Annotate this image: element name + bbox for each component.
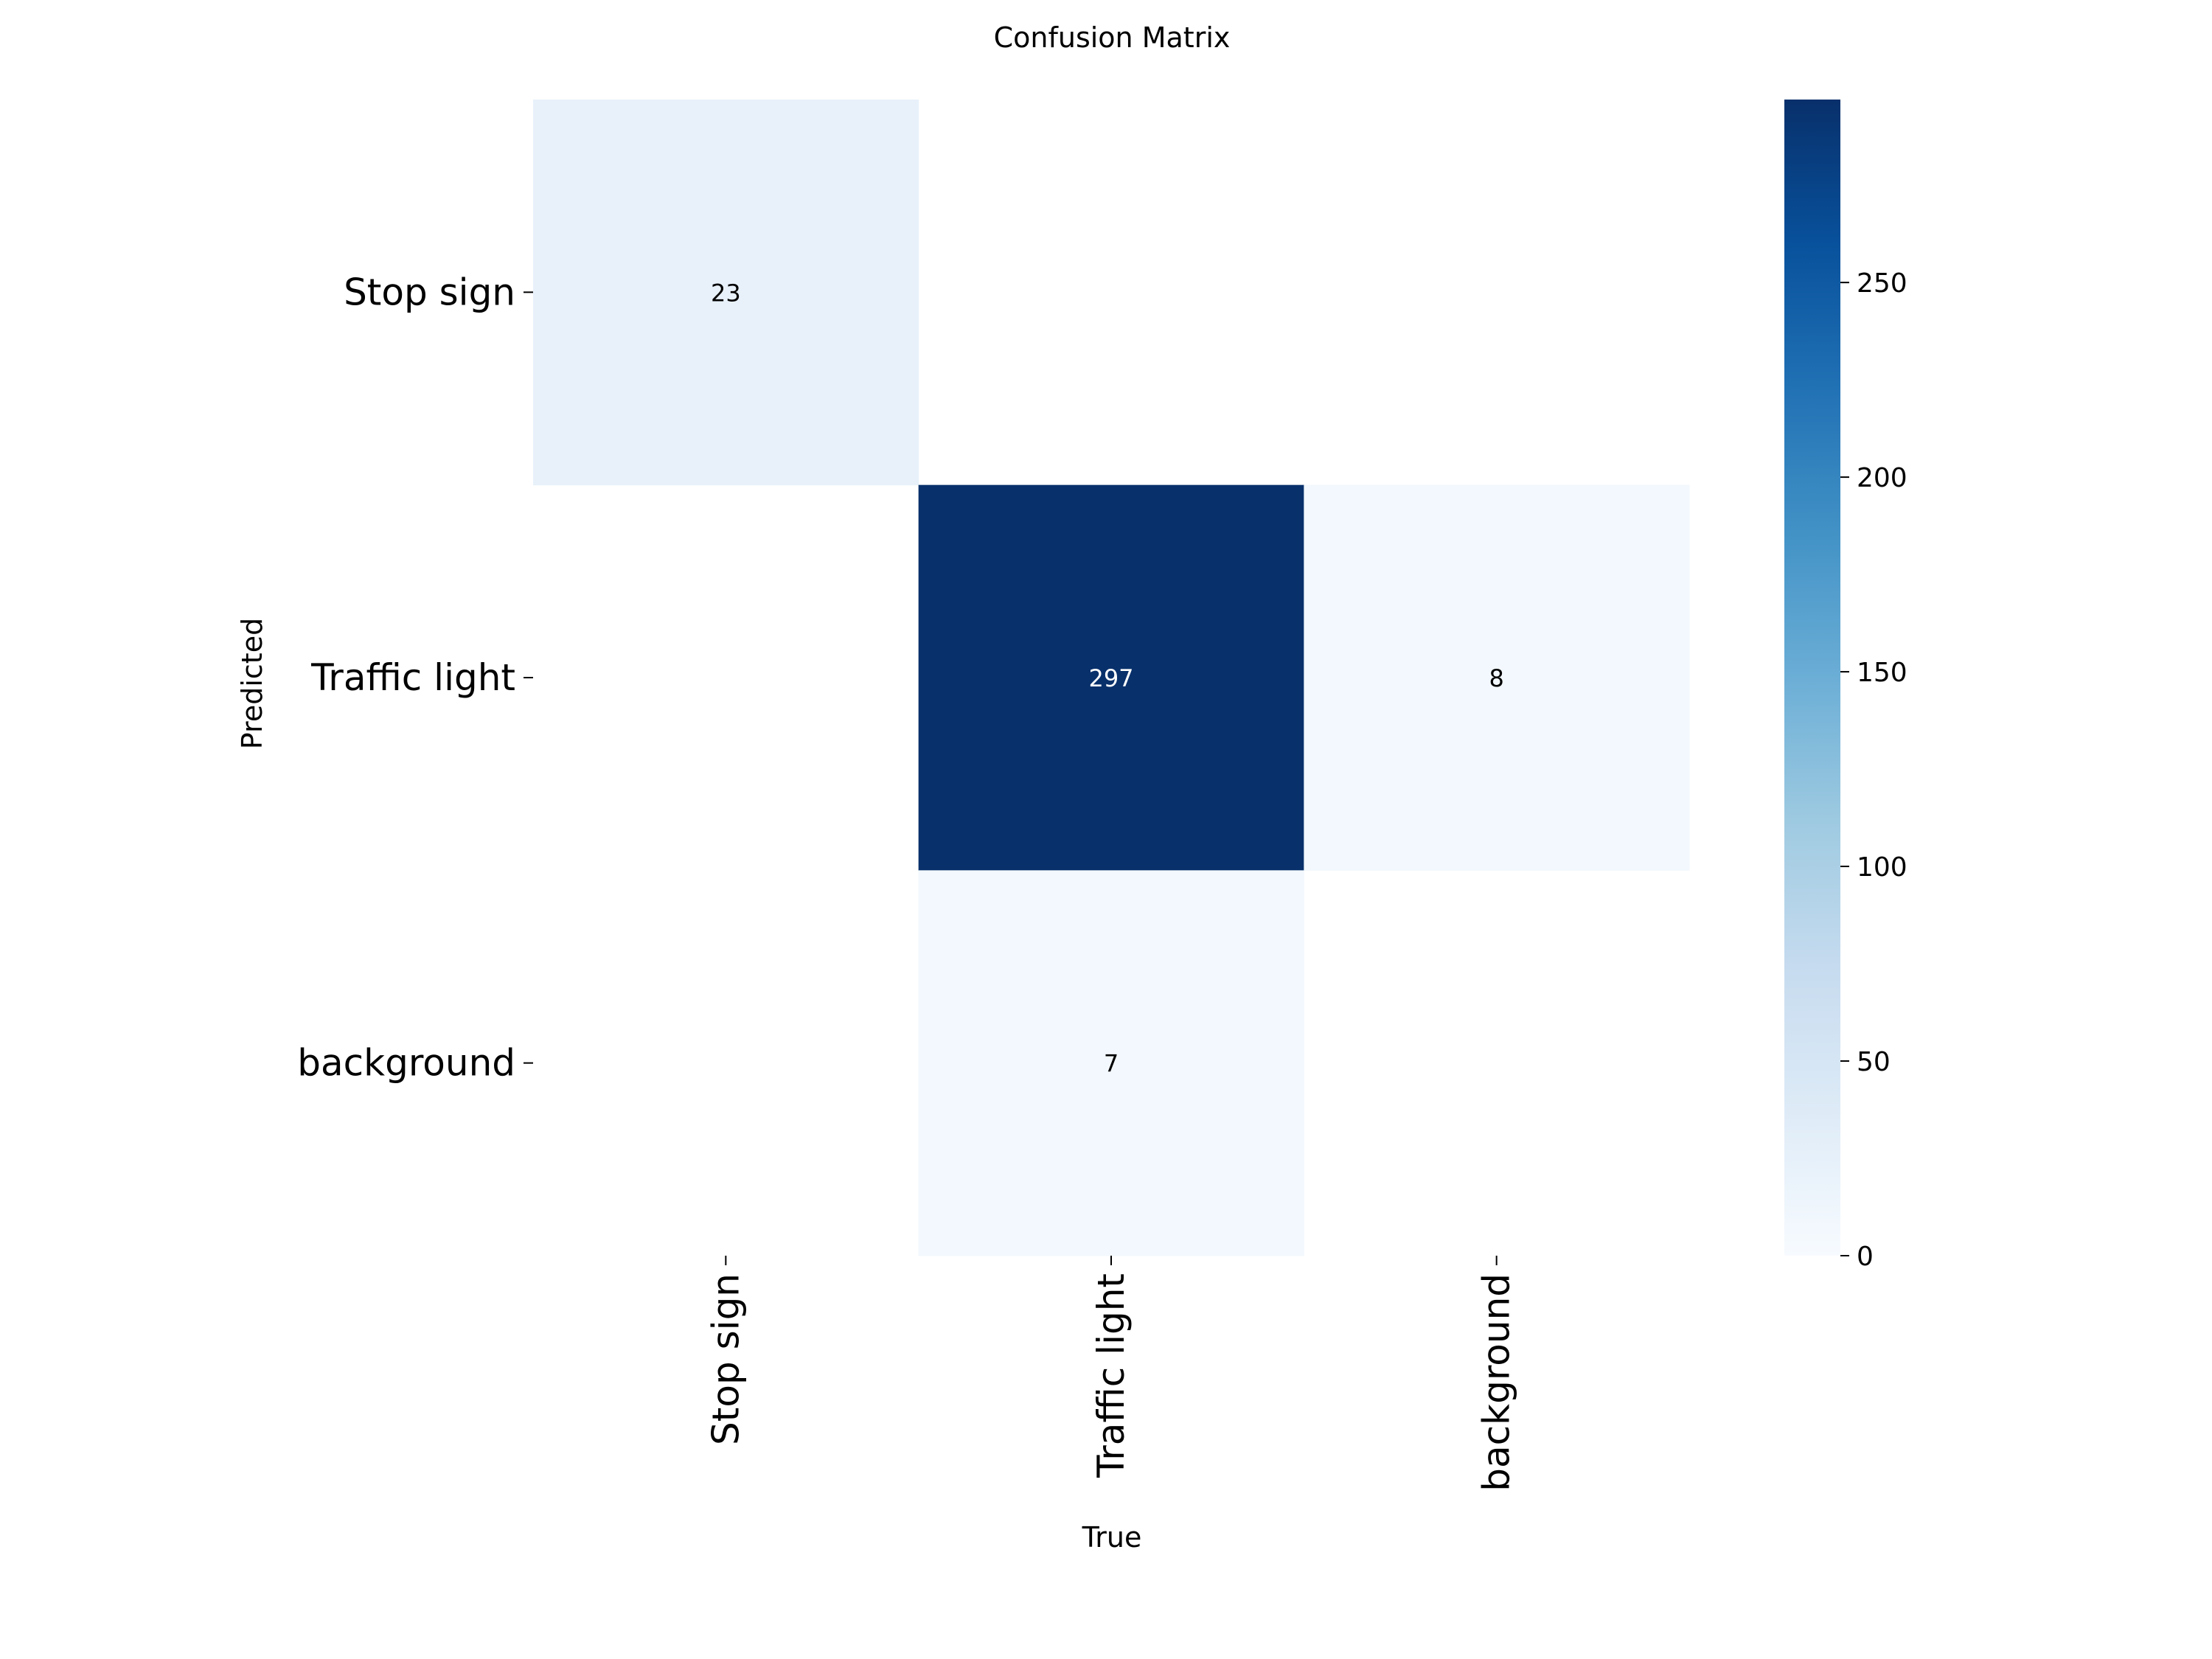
heatmap-cells [533,100,1690,1256]
cell-value-label: 23 [711,279,741,307]
x-tick-label: background [1475,1273,1518,1492]
colorbar-tick-label: 100 [1857,852,1907,883]
cell-value-label: 7 [1104,1050,1119,1078]
colorbar-gradient [1784,100,1840,1256]
y-tick-label: Stop sign [344,271,515,313]
heatmap-cell-r2-c1 [918,870,1304,1256]
x-tick-label: Traffic light [1090,1273,1133,1478]
cell-value-label: 8 [1489,664,1503,692]
y-tick-label: background [297,1042,515,1085]
heatmap-cell-r1-c1 [918,484,1304,871]
y-axis-ticks: Stop sign Traffic light background [297,271,533,1085]
colorbar: 0 50 100 150 200 250 [1784,100,1907,1272]
colorbar-tick-label: 150 [1857,658,1907,688]
colorbar-tick-label: 50 [1857,1047,1891,1077]
y-tick-label: Traffic light [310,656,515,699]
x-axis-label: True [1082,1521,1142,1554]
chart-title: Confusion Matrix [994,21,1231,54]
colorbar-ticks: 0 50 100 150 200 250 [1840,268,1907,1272]
heatmap-cell-r1-c2 [1304,484,1690,871]
colorbar-tick-label: 0 [1857,1242,1874,1272]
y-axis-label: Predicted [236,618,268,749]
x-tick-label: Stop sign [704,1273,747,1445]
heatmap-cell-labels: 23 297 8 7 [711,279,1504,1077]
cell-value-label: 297 [1088,664,1133,692]
heatmap-cell-r0-c0 [533,100,919,486]
colorbar-tick-label: 200 [1857,463,1907,493]
colorbar-tick-label: 250 [1857,268,1907,299]
x-axis-ticks: Stop sign Traffic light background [704,1256,1518,1492]
